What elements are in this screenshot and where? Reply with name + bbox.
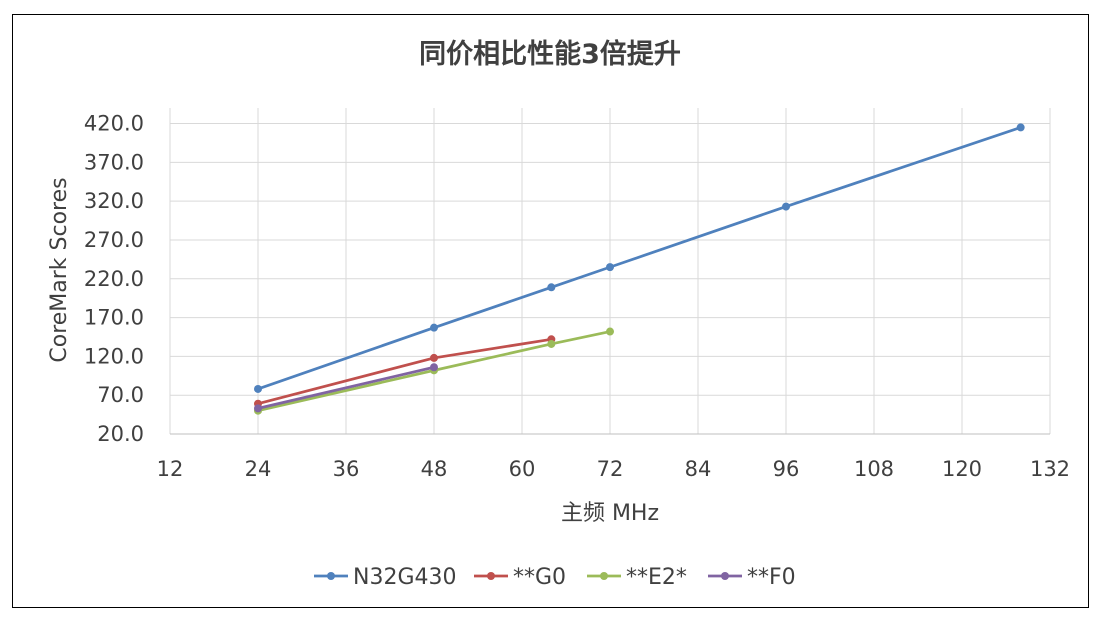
chart-title: 同价相比性能3倍提升: [419, 38, 681, 70]
legend-swatch-marker: [327, 572, 335, 580]
x-tick-label: 60: [509, 457, 536, 481]
data-point: [430, 323, 438, 332]
legend: N32G430 **G0 **E2* **F0: [314, 565, 796, 590]
y-tick-label: 420.0: [84, 112, 144, 136]
data-point: [1016, 123, 1025, 132]
x-tick-label: 24: [245, 457, 272, 481]
series-1: [254, 335, 556, 408]
x-tick-label: 48: [421, 457, 448, 481]
x-tick-label: 132: [1030, 457, 1070, 481]
series-3: [254, 363, 438, 413]
legend-item: **G0: [474, 565, 566, 590]
series-line: [257, 337, 552, 406]
data-point: [782, 202, 790, 211]
x-tick-label: 96: [773, 457, 800, 481]
legend-swatch-marker: [600, 572, 608, 580]
legend-item: **E2*: [587, 565, 687, 590]
series-layer: [254, 123, 1025, 415]
x-tick-label: 12: [157, 457, 184, 481]
x-tick-label: 108: [854, 457, 894, 481]
x-tick-label: 120: [942, 457, 982, 481]
x-axis-title: 主频 MHz: [561, 501, 659, 526]
data-point: [254, 384, 262, 393]
chart-frame: [12, 14, 1089, 608]
legend-item: **F0: [708, 565, 796, 590]
data-point: [606, 263, 614, 272]
legend-label: **E2*: [626, 565, 687, 590]
x-tick-label: 72: [597, 457, 624, 481]
series-line: [257, 330, 611, 413]
legend-swatch-marker: [487, 572, 495, 580]
data-point: [254, 404, 262, 413]
series-0: [254, 123, 1025, 393]
y-tick-label: 220.0: [84, 267, 144, 291]
data-point: [430, 353, 438, 362]
data-point: [430, 363, 438, 372]
y-tick-label: 120.0: [84, 344, 144, 368]
y-tick-label: 170.0: [84, 306, 144, 330]
y-tick-label: 320.0: [84, 189, 144, 213]
data-point: [606, 327, 614, 336]
y-axis-title: CoreMark Scores: [47, 177, 72, 362]
gridlines: [169, 108, 1051, 435]
series-line: [257, 126, 1022, 391]
data-point: [547, 339, 556, 348]
legend-label: **G0: [513, 565, 566, 590]
y-tick-label: 20.0: [97, 422, 144, 446]
y-tick-label: 270.0: [84, 228, 144, 252]
x-tick-label: 36: [333, 457, 360, 481]
tick-labels: 12 24 36 48 60 72 84 96 108 120 132 20.0 70.0 120.0 17…: [84, 112, 1070, 481]
legend-label: **F0: [747, 565, 796, 590]
y-tick-label: 370.0: [84, 150, 144, 174]
y-tick-label: 70.0: [97, 383, 144, 407]
legend-swatch-marker: [721, 572, 729, 580]
series-line: [257, 365, 435, 410]
x-tick-label: 84: [685, 457, 712, 481]
legend-label: N32G430: [353, 565, 457, 590]
legend-item: N32G430: [314, 565, 457, 590]
data-point: [547, 283, 556, 292]
